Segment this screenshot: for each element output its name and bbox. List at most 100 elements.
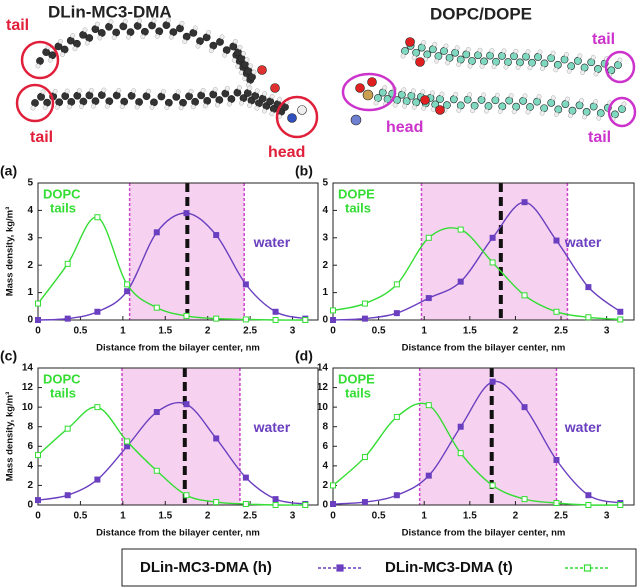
data-point [153,409,160,416]
data-point [242,316,249,323]
highlight-circle [604,50,636,84]
molecule-illustrations [15,17,637,139]
annotation: DOPE [338,186,375,201]
atom [40,89,46,95]
data-point [213,435,220,442]
atom [428,45,437,54]
atom [508,93,514,98]
atom [582,108,591,116]
y-axis-label: Mass density, kg/m³ [5,207,16,297]
tail-label: tail [588,129,611,146]
data-point [153,229,160,236]
atom [467,92,473,98]
atom [185,92,193,101]
atom [244,57,250,63]
atom [465,47,471,52]
data-point [272,496,279,503]
legend-label: DLin-MC3-DMA (t) [385,559,513,576]
atom [190,104,196,110]
atom [402,97,411,106]
atom [191,97,200,106]
atom [383,95,392,103]
legend-marker [583,564,592,572]
atom [480,57,488,66]
atom [350,114,362,126]
x-tick-label: 0.5 [73,326,87,337]
atom [512,102,521,111]
atom [456,62,462,67]
atom [261,108,267,114]
x-tick-label: 3 [604,511,610,522]
data-point [489,259,496,266]
x-tick-label: 1 [421,511,427,522]
annotation: DOPC [43,186,81,201]
x-tick-label: 2 [205,511,211,522]
annotation: tails [50,200,76,215]
atom [547,54,556,63]
atom [430,107,436,112]
atom [179,98,187,107]
data-point [553,456,560,463]
atom [513,48,519,54]
data-point [35,497,41,504]
atom [596,109,605,118]
atom [468,57,476,65]
atom [168,34,174,40]
atom [72,46,78,52]
atom [166,17,171,23]
atom [257,65,267,75]
atom [137,18,143,24]
data-point [183,492,190,499]
data-point [124,288,131,295]
atom [155,27,164,36]
atom [453,91,459,97]
highlight-circle [607,96,637,128]
atom [91,97,100,106]
atom [355,83,365,93]
atom [216,38,224,46]
atom [60,45,69,54]
atom [104,103,110,109]
atom [202,33,211,42]
atom [497,108,503,114]
atom [146,88,151,94]
atom [119,22,128,31]
atom [434,52,443,61]
x-tick-label: 3 [604,326,610,337]
atom [417,43,426,52]
x-tick-label: 2 [513,326,519,337]
atom [519,96,527,105]
atom [164,105,170,111]
atom [266,97,275,106]
atom [420,95,430,105]
y-tick-label: 14 [22,363,34,374]
atom [251,69,257,75]
atom [443,101,451,110]
atom [492,57,500,66]
data-point [585,284,592,291]
atom [621,101,627,107]
atom [89,87,94,93]
atom [209,90,218,99]
atom [237,44,243,50]
atom [281,103,289,111]
series-line [37,406,306,506]
atom [596,115,602,121]
atom [526,103,534,111]
atom [188,88,194,94]
atom [60,52,66,57]
data-point [302,502,309,508]
atom [31,99,39,107]
atom [504,58,512,66]
atom [241,51,246,56]
atom [540,66,545,71]
atom [247,103,252,108]
atom [593,71,599,77]
atom [224,86,230,91]
atom [131,88,137,94]
atom [140,27,149,36]
x-tick-label: 2 [513,511,519,522]
atom [247,85,253,91]
plot-frame [332,182,635,321]
atom [397,90,406,99]
